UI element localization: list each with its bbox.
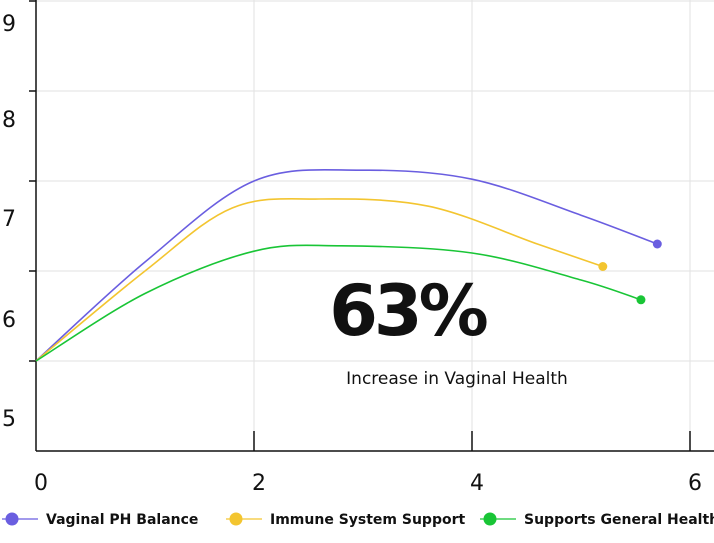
x-tick-label: 6 [688,471,702,496]
x-tick-label: 0 [34,471,48,496]
grid [36,0,714,451]
legend: Vaginal PH Balance Immune System Support S… [2,512,714,528]
series-lines [35,168,662,362]
legend-label: Immune System Support [270,512,465,528]
x-tick-label: 2 [252,471,266,496]
legend-label: Vaginal PH Balance [46,512,198,528]
series-line [35,244,642,362]
y-tick-label: 7 [2,207,16,232]
annotation: 63% Increase in Vaginal Health [329,270,568,389]
series-end-point [636,295,646,305]
x-tick-labels: 0 2 4 6 [34,471,702,496]
y-tick-label: 9 [2,12,16,37]
axes [29,0,714,452]
legend-label: Supports General Health [524,512,714,528]
annotation-caption: Increase in Vaginal Health [346,369,568,389]
series-line [35,198,604,362]
y-tick-label: 8 [2,108,16,133]
x-tick-label: 4 [470,471,484,496]
annotation-value: 63% [329,270,486,352]
series-end-point [652,239,662,249]
y-tick-labels: 9 8 7 6 5 [2,12,16,432]
legend-marker [229,512,243,526]
series-end-point [598,262,608,271]
legend-marker [483,512,497,526]
y-tick-label: 6 [2,308,16,333]
y-tick-label: 5 [2,407,16,432]
legend-marker [5,512,19,526]
series-line [35,168,658,362]
